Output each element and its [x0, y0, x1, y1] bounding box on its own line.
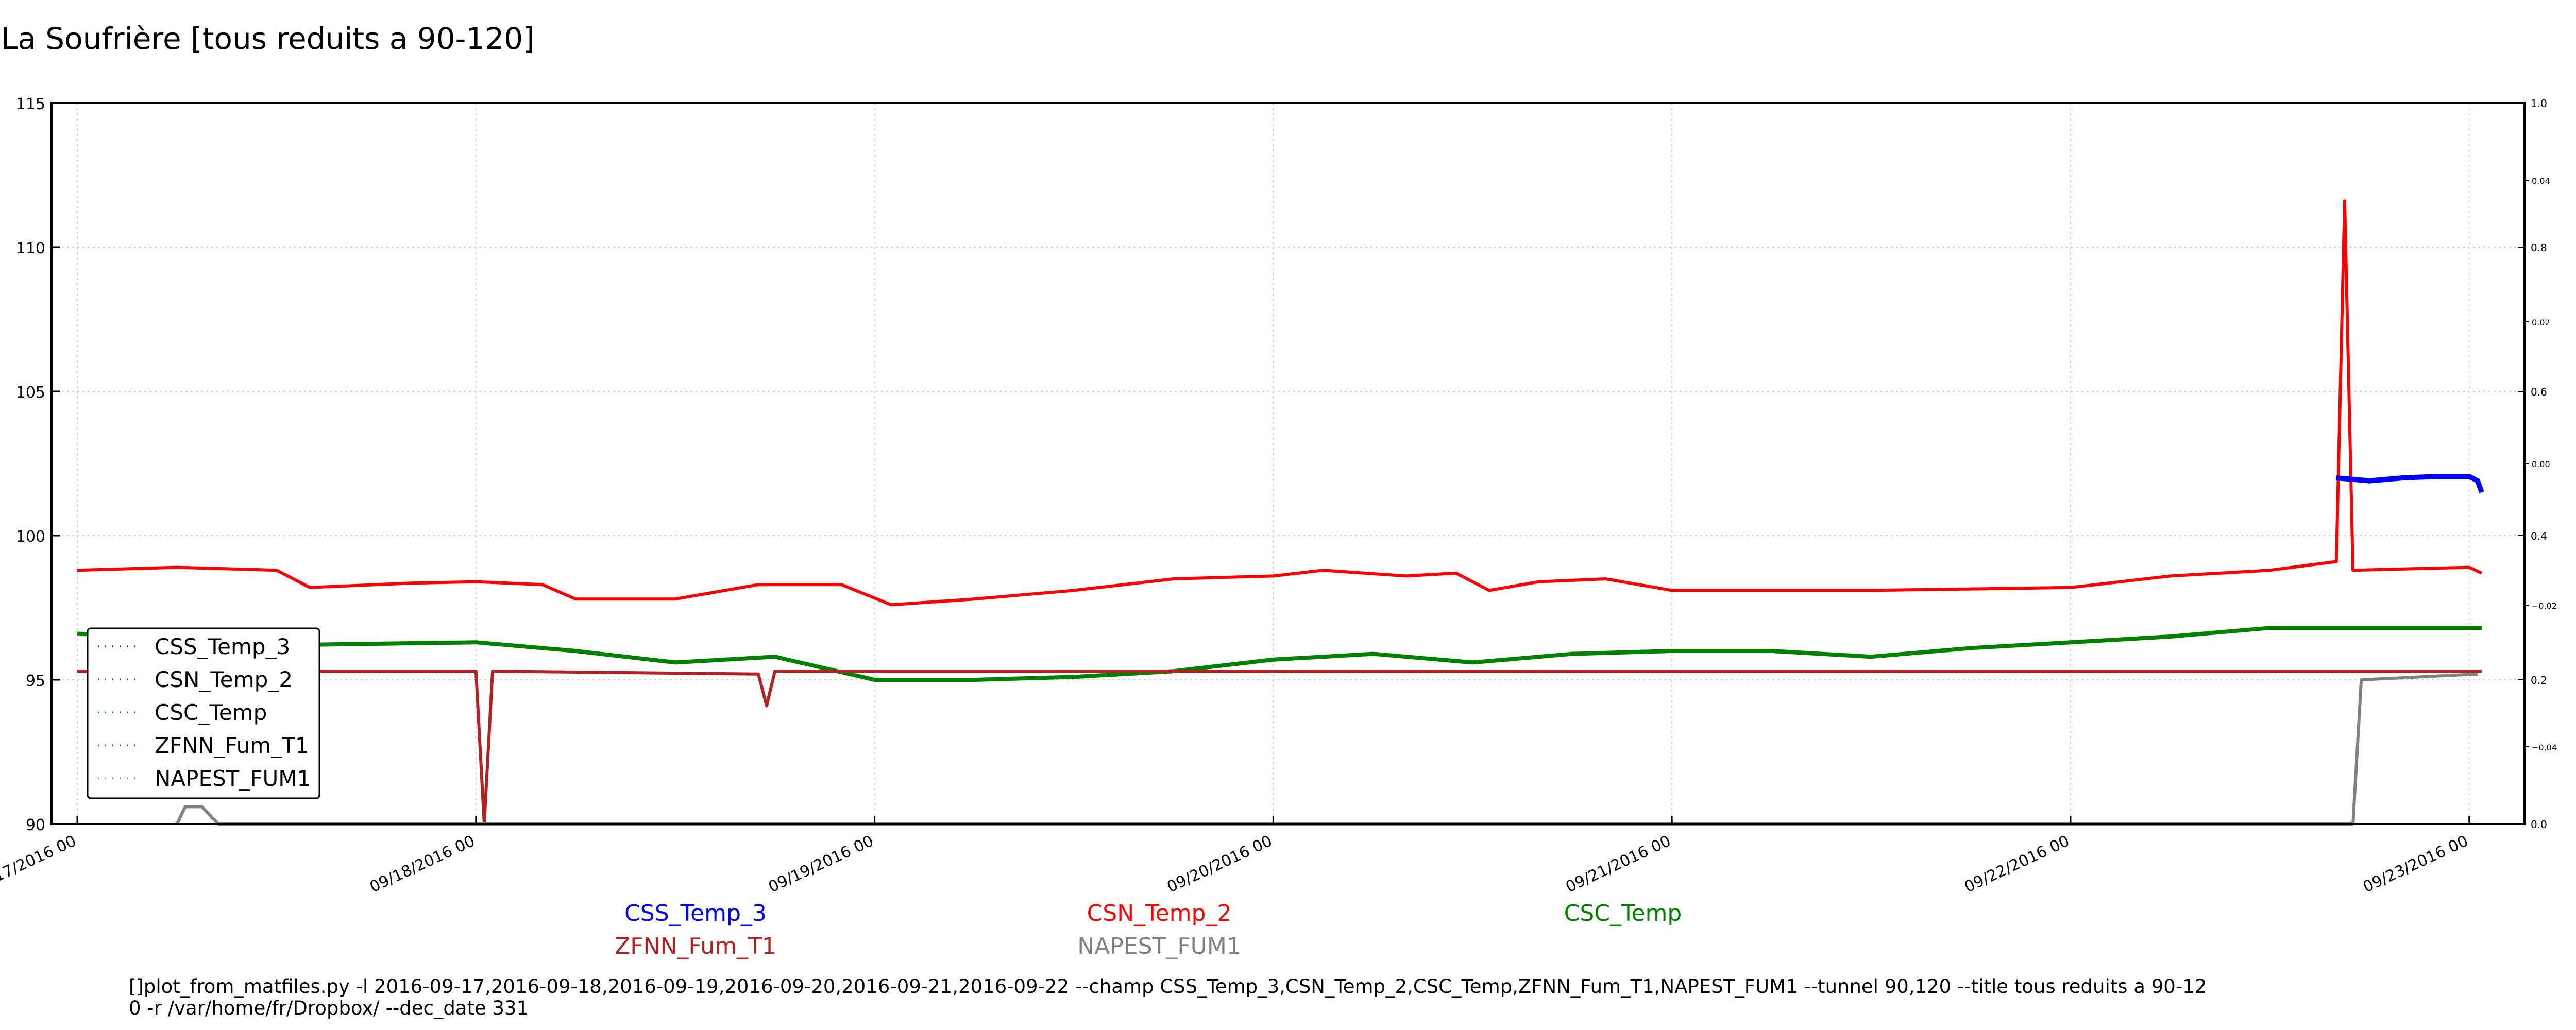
x-tick-label: 09/23/2016 00 — [2360, 832, 2471, 897]
series-labels: CSS_Temp_3 CSN_Temp_2 CSC_Temp ZFNN_Fum_… — [615, 900, 1682, 959]
right-outer-tick-label: 0.8 — [2531, 242, 2547, 254]
left-axis: 90 95 100 105 110 115 — [16, 95, 60, 834]
command-line-2: 0 -r /var/home/fr/Dropbox/ --dec_date 33… — [129, 997, 529, 1019]
right-outer-tick-label: 0.0 — [2531, 818, 2547, 831]
x-tick-label: 09/17/2016 00 — [0, 832, 79, 897]
legend: CSS_Temp_3 CSN_Temp_2 CSC_Temp ZFNN_Fum_T1 N… — [87, 627, 320, 799]
gridlines — [52, 103, 2524, 824]
right-inner-tick-label: 0.04 — [2532, 176, 2550, 186]
series-line-css-temp-3 — [2336, 474, 2484, 493]
command-line-text: []plot_from_matfiles.py -l 2016-09-17,20… — [129, 976, 2396, 1019]
legend-label: CSC_Temp — [155, 700, 267, 725]
x-tick-label: 09/21/2016 00 — [1563, 832, 1674, 897]
series-label-napest-fum1: NAPEST_FUM1 — [1077, 933, 1241, 959]
right-inner-tick-label: −0.02 — [2532, 601, 2557, 611]
x-tick-label: 09/19/2016 00 — [766, 832, 876, 897]
right-outer-tick-label: 1.0 — [2531, 97, 2547, 110]
y-tick-label: 115 — [16, 95, 45, 113]
right-outer-tick-label: 0.6 — [2531, 386, 2547, 398]
x-tick-label: 09/22/2016 00 — [1962, 832, 2073, 897]
y-tick-label: 95 — [26, 672, 45, 690]
series-line-zfnn-fum-t1 — [77, 670, 2482, 826]
series-line-napest-fum1 — [175, 672, 2478, 826]
legend-label: CSS_Temp_3 — [155, 634, 290, 659]
right-inner-tick-label: 0.00 — [2532, 459, 2550, 469]
series-layer — [77, 199, 2484, 826]
series-label-css-temp-3: CSS_Temp_3 — [624, 900, 767, 926]
legend-box — [87, 627, 320, 799]
y-tick-label: 90 — [26, 816, 45, 834]
legend-label: NAPEST_FUM1 — [155, 766, 311, 791]
legend-items: CSS_Temp_3 CSN_Temp_2 CSC_Temp ZFNN_Fum_T1 N… — [98, 634, 311, 791]
plot-frame — [50, 102, 2526, 825]
x-tick-label: 09/18/2016 00 — [367, 832, 478, 897]
y-tick-label: 110 — [16, 239, 45, 258]
right-axis: 0.0 0.2 0.4 0.6 0.8 1.0 −0.04 −0.02 0.00 0.02 0.04 — [2518, 97, 2557, 831]
command-line-1: []plot_from_matfiles.py -l 2016-09-17,20… — [129, 975, 2207, 998]
series-line-csn-temp-2 — [77, 199, 2483, 607]
legend-label: CSN_Temp_2 — [155, 667, 293, 692]
y-tick-label: 105 — [16, 384, 45, 402]
x-axis: 09/17/2016 00 09/18/2016 00 09/19/2016 00 0… — [0, 816, 2471, 896]
series-label-csn-temp-2: CSN_Temp_2 — [1087, 900, 1232, 926]
right-inner-tick-label: −0.04 — [2532, 743, 2557, 752]
y-tick-label: 100 — [16, 528, 45, 546]
series-label-zfnn-fum-t1: ZFNN_Fum_T1 — [615, 933, 776, 959]
series-label-csc-temp: CSC_Temp — [1564, 900, 1682, 926]
right-outer-tick-label: 0.2 — [2531, 674, 2547, 686]
right-outer-tick-label: 0.4 — [2531, 530, 2547, 542]
x-tick-label: 09/20/2016 00 — [1164, 832, 1275, 897]
right-inner-tick-label: 0.02 — [2532, 318, 2550, 328]
series-line-csc-temp — [77, 626, 2482, 682]
legend-label: ZFNN_Fum_T1 — [155, 733, 309, 758]
chart-title: La Soufrière [tous reduits a 90-120] — [1, 21, 535, 56]
